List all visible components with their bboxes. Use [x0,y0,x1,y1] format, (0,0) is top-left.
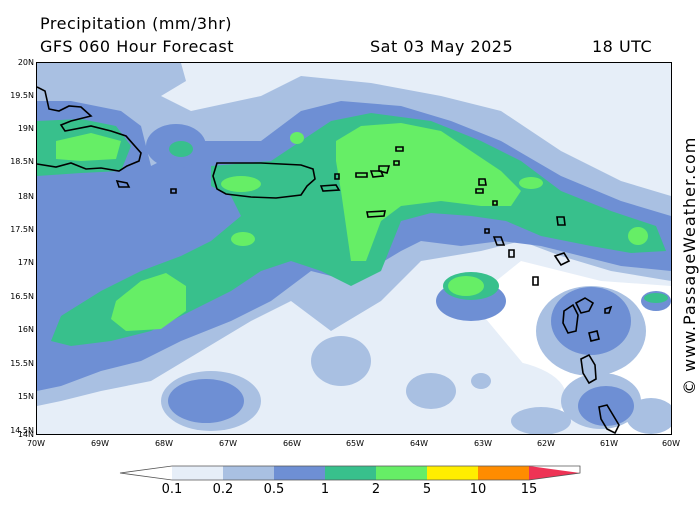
lat-label: 17N [17,258,34,267]
mona-island [170,188,177,194]
lon-label: 64W [409,439,429,448]
saona-island [115,179,131,188]
legend-label: 10 [469,482,487,497]
st-kitts-island [492,236,506,246]
legend-color-5 [376,466,427,480]
lat-label: 15.5N [10,359,34,368]
legend-color-0 [120,466,172,480]
lat-label: 19.5N [10,91,34,100]
lat-label: 15N [17,392,34,401]
vieques-island [319,184,341,192]
lat-label: 14.5N [10,426,34,435]
saba-island [484,228,490,234]
tortola-island [378,165,391,174]
montserrat-island [532,276,539,286]
lon-label: 66W [282,439,302,448]
lon-label: 60W [661,439,681,448]
precipitation-legend [119,465,581,481]
lon-label: 65W [345,439,365,448]
guadeloupe-basse-terre [562,303,579,334]
legend-color-2 [223,466,274,480]
precip-band-2 [56,123,648,331]
martinique-coast [598,404,620,435]
st-barts-island [492,200,498,206]
antigua-island [553,252,571,267]
lat-label: 20N [17,58,34,67]
forecast-date: Sat 03 May 2025 [370,37,514,56]
lon-label: 61W [599,439,619,448]
forecast-label: GFS 060 Hour Forecast [40,37,235,56]
lat-label: 16N [17,325,34,334]
lon-label: 68W [154,439,174,448]
legend-label: 1 [320,482,330,497]
copyright-credit: © www.PassageWeather.com [680,136,699,395]
culebra-island [334,173,340,180]
lon-label: 67W [218,439,238,448]
lat-label: 14N [17,430,34,439]
lat-label: 17.5N [10,225,34,234]
lon-label: 63W [473,439,493,448]
legend-color-3 [274,466,325,480]
anguilla-island [478,178,487,186]
lon-label: 70W [26,439,46,448]
guadeloupe-grande-terre [574,297,595,314]
precipitation-map[interactable] [36,62,676,435]
legend-label: 0.1 [161,482,183,497]
legend-label: 5 [422,482,432,497]
anegada-island [395,146,404,152]
legend-label: 15 [520,482,538,497]
nevis-island [508,249,515,258]
dominica-coast [580,353,597,385]
st-thomas-island [355,172,368,178]
barbuda-island [556,216,566,226]
coastlines [36,86,620,435]
st-john-island [369,170,385,178]
legend-label: 2 [371,482,381,497]
lat-label: 18.5N [10,157,34,166]
st-croix-island [366,210,386,218]
puerto-rico-coast [212,162,316,199]
lat-label: 16.5N [10,292,34,301]
legend-color-8 [529,466,580,480]
map-canvas [36,63,676,435]
legend-color-7 [478,466,529,480]
legend-label: 0.2 [212,482,234,497]
forecast-time: 18 UTC [592,37,653,56]
legend-color-6 [427,466,478,480]
marie-galante-island [588,330,600,342]
virgin-gorda-island [393,160,400,166]
lat-label: 18N [17,192,34,201]
la-desirade-island [604,305,613,314]
lon-label: 62W [536,439,556,448]
chart-title: Precipitation (mm/3hr) [40,14,233,33]
lon-label: 69W [90,439,110,448]
lat-label: 19N [17,124,34,133]
st-martin-island [475,188,484,194]
legend-color-1 [172,466,223,480]
legend-color-4 [325,466,376,480]
legend-label: 0.5 [263,482,285,497]
hispaniola-coast [36,86,142,172]
